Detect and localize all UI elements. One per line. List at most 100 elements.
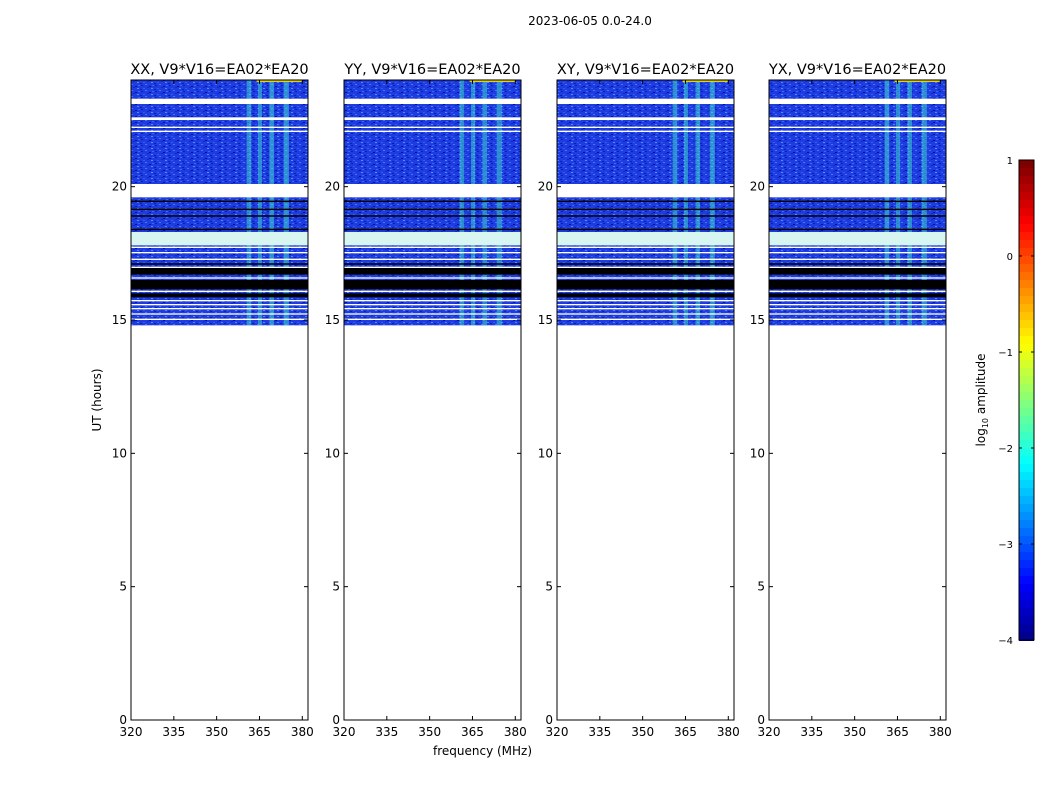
dark-row	[344, 268, 521, 275]
colorbar-segment	[1019, 192, 1034, 201]
colorbar-label: log10 amplitude	[974, 354, 990, 447]
x-tick-label: 380	[717, 725, 740, 739]
y-tick-label: 10	[538, 446, 553, 460]
rfi-band	[496, 80, 502, 326]
x-tick-label: 380	[504, 725, 527, 739]
colorbar-segment	[1019, 560, 1034, 569]
partial-flag	[131, 232, 308, 246]
y-tick-label: 20	[538, 180, 553, 194]
panel-frame	[130, 79, 309, 721]
colorbar-segment	[1019, 600, 1034, 609]
flag-gap	[769, 184, 946, 198]
colorbar-label-rest: amplitude	[973, 353, 988, 415]
x-tick-label: 320	[546, 725, 569, 739]
y-tick-label: 20	[112, 180, 127, 194]
y-tick-label: 15	[750, 313, 765, 327]
colorbar-segment	[1019, 344, 1034, 353]
dark-row	[131, 280, 308, 290]
panel-yx: YX, V9*V16=EA02*EA20 320 335 350 365 380 0 5 10 1…	[750, 62, 952, 739]
flag-gap	[131, 313, 308, 315]
flag-gap	[131, 258, 308, 260]
rfi-band	[695, 80, 701, 326]
y-tick-label: 0	[757, 713, 765, 727]
panel-title: YX, V9*V16=EA02*EA20	[768, 62, 946, 78]
colorbar-tick-label: 0	[1007, 252, 1013, 263]
panel-frame	[556, 79, 735, 721]
colorbar-segment	[1019, 352, 1034, 361]
rfi-band	[258, 80, 263, 326]
colorbar-segment	[1019, 408, 1034, 417]
y-tick-label: 5	[119, 580, 127, 594]
y-tick-label: 5	[332, 580, 340, 594]
y-tick-label: 20	[325, 180, 340, 194]
dark-row	[557, 268, 734, 275]
colorbar-segment	[1019, 512, 1034, 521]
colorbar-segment	[1019, 248, 1034, 257]
colorbar-tick-label: −3	[998, 540, 1013, 551]
colorbar-label-sub: 10	[981, 417, 991, 429]
flag-gap	[131, 318, 308, 320]
panel-title: XY, V9*V16=EA02*EA20	[557, 62, 734, 78]
dark-row	[131, 293, 308, 298]
x-tick-label: 365	[674, 725, 697, 739]
flag-gap	[557, 126, 734, 128]
y-tick-label: 10	[325, 446, 340, 460]
flag-gap	[769, 308, 946, 310]
colorbar-segment	[1019, 448, 1034, 457]
rfi-band	[684, 80, 689, 326]
flag-gap	[131, 232, 308, 246]
rfi-band	[269, 80, 275, 326]
colorbar-segment	[1019, 304, 1034, 313]
colorbar-segment	[1019, 160, 1034, 169]
colorbar: 1 0 −1 −2 −3 −4	[998, 156, 1035, 647]
y-tick-label: 10	[750, 446, 765, 460]
colorbar-segment	[1019, 488, 1034, 497]
colorbar-segment	[1019, 472, 1034, 481]
flag-gap	[344, 308, 521, 310]
x-tick-label: 320	[333, 725, 356, 739]
rfi-band	[482, 80, 488, 326]
flag-gap	[344, 232, 521, 246]
flag-gap	[557, 304, 734, 306]
colorbar-segment	[1019, 240, 1034, 249]
flag-gap	[769, 313, 946, 315]
flag-gap	[557, 258, 734, 260]
colorbar-segment	[1019, 216, 1034, 225]
y-tick-label: 20	[750, 180, 765, 194]
colorbar-segment	[1019, 296, 1034, 305]
y-tick-label: 15	[538, 313, 553, 327]
y-tick-label: 0	[119, 713, 127, 727]
panel-title: YY, V9*V16=EA02*EA20	[343, 62, 520, 78]
flag-gap	[344, 130, 521, 132]
colorbar-segment	[1019, 432, 1034, 441]
x-tick-label: 335	[800, 725, 823, 739]
flag-gap	[344, 98, 521, 104]
flag-gap	[769, 246, 946, 248]
colorbar-segment	[1019, 480, 1034, 489]
colorbar-segment	[1019, 200, 1034, 209]
dark-row	[344, 293, 521, 298]
flag-gap	[557, 252, 734, 254]
x-tick-label: 335	[162, 725, 185, 739]
flag-gap	[557, 277, 734, 279]
flag-gap	[769, 232, 946, 246]
rfi-band	[921, 80, 927, 326]
colorbar-segment	[1019, 384, 1034, 393]
partial-flag	[769, 232, 946, 246]
flag-gap	[769, 258, 946, 260]
colorbar-segment	[1019, 616, 1034, 625]
flag-gap	[557, 184, 734, 198]
colorbar-segment	[1019, 576, 1034, 585]
colorbar-segment	[1019, 624, 1034, 633]
x-tick-label: 350	[843, 725, 866, 739]
x-tick-label: 320	[120, 725, 143, 739]
flag-gap	[344, 304, 521, 306]
flag-gap	[344, 290, 521, 292]
flag-gap	[557, 246, 734, 248]
colorbar-segment	[1019, 288, 1034, 297]
colorbar-segment	[1019, 424, 1034, 433]
dark-row	[557, 293, 734, 298]
panel-title: XX, V9*V16=EA02*EA20	[130, 62, 308, 78]
colorbar-segment	[1019, 312, 1034, 321]
